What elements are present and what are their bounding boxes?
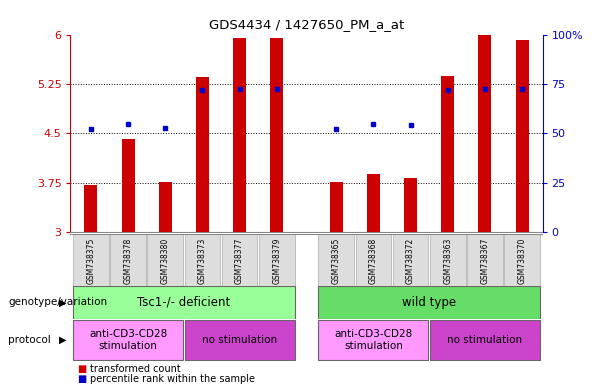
Text: genotype/variation: genotype/variation [8,297,107,308]
Bar [73,319,183,360]
Text: ▶: ▶ [59,335,66,345]
Text: GSM738378: GSM738378 [124,237,132,284]
Bar [467,234,503,286]
Text: transformed count: transformed count [90,364,181,374]
Bar [222,234,257,286]
Text: GSM738373: GSM738373 [198,237,207,284]
Text: GSM738372: GSM738372 [406,237,415,284]
Bar [504,234,540,286]
Text: Tsc1-/- deficient: Tsc1-/- deficient [137,296,230,309]
Bar [110,234,146,286]
Bar [393,234,428,286]
Bar [441,76,454,232]
Bar [233,38,246,232]
Bar [196,78,209,232]
Text: anti-CD3-CD28
stimulation: anti-CD3-CD28 stimulation [334,329,413,351]
Bar [318,234,354,286]
Text: GSM738379: GSM738379 [272,237,281,284]
Text: GSM738367: GSM738367 [481,237,489,284]
Text: protocol: protocol [8,335,51,345]
Bar [430,234,465,286]
Text: GSM738368: GSM738368 [369,237,378,284]
Bar [185,234,220,286]
Bar [121,139,135,232]
Text: ▶: ▶ [59,297,66,308]
Text: percentile rank within the sample: percentile rank within the sample [90,374,255,384]
Bar [367,174,380,232]
Text: GSM738380: GSM738380 [161,237,170,284]
Bar [318,286,540,319]
Bar [148,234,183,286]
Text: wild type: wild type [402,296,456,309]
Text: ■: ■ [77,374,86,384]
Text: GSM738363: GSM738363 [443,237,452,284]
Text: GSM738375: GSM738375 [86,237,96,284]
Text: anti-CD3-CD28
stimulation: anti-CD3-CD28 stimulation [89,329,167,351]
Bar [404,178,417,232]
Text: ■: ■ [77,364,86,374]
Bar [270,38,283,232]
Bar [85,185,97,232]
Bar [330,182,343,232]
Bar [185,319,295,360]
Bar [430,319,540,360]
Text: GSM738365: GSM738365 [332,237,341,284]
Text: GSM738377: GSM738377 [235,237,244,284]
Bar [73,234,109,286]
Bar [73,286,295,319]
Text: no stimulation: no stimulation [202,335,277,345]
Bar [159,182,172,232]
Text: GSM738370: GSM738370 [517,237,527,284]
Bar [259,234,295,286]
Bar [516,40,528,232]
Text: no stimulation: no stimulation [447,335,522,345]
Bar [318,319,428,360]
Bar [478,35,492,232]
Bar [356,234,391,286]
Title: GDS4434 / 1427650_PM_a_at: GDS4434 / 1427650_PM_a_at [209,18,404,31]
